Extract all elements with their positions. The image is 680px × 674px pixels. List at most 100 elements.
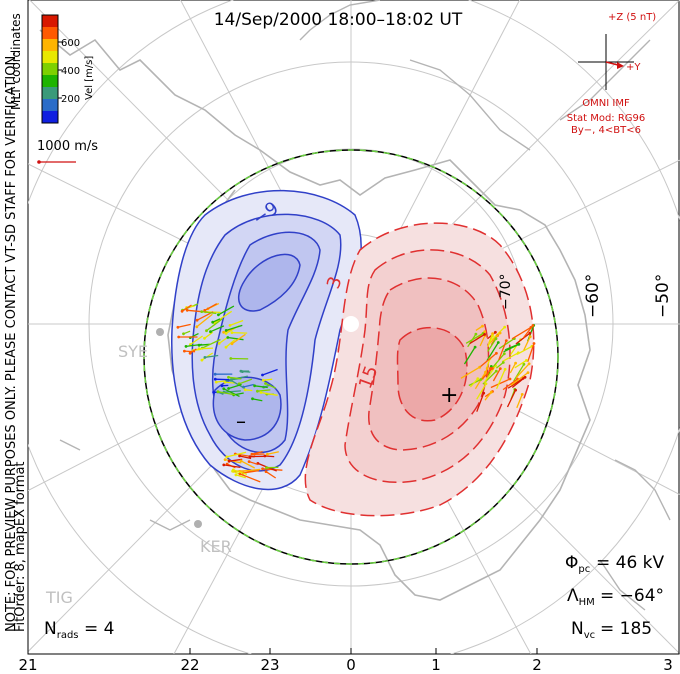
velocity-vector [252,398,263,402]
velocity-vector-origin [222,387,226,391]
vector-scale-origin [37,160,41,164]
velocity-vector-origin [498,367,502,370]
velocity-vector [495,361,504,369]
velocity-vector-origin [183,349,186,353]
velocity-vector [469,378,479,388]
velocity-colorbar [41,14,62,124]
velocity-vector-origin [224,332,228,335]
imf-bin-label: By−, 4<BT<6 [571,125,641,136]
velocity-vector [223,388,240,397]
velocity-vector-origin [247,460,251,463]
velocity-vector-origin [503,367,507,371]
velocity-vector [507,377,524,389]
latitude-label-60: −60° [583,274,603,318]
velocity-vector [239,468,261,473]
velocity-vector-origin [528,331,532,335]
velocity-vector [226,451,247,458]
velocity-vector-origin [517,342,520,346]
velocity-vector [226,324,243,332]
imf-dial [578,34,634,90]
velocity-vector-origin [200,358,204,362]
velocity-vector-origin [248,455,252,458]
velocity-vector-origin [227,387,231,390]
velocity-vector [267,451,279,455]
fit-order-note: FitOrder: 8, mapEX format [13,461,28,632]
velocity-vector [506,389,517,408]
velocity-vector [522,325,534,339]
mlt-axis: 21 22 23 0 1 2 3 [18,648,680,674]
velocity-vector-origin [489,390,493,394]
velocity-vector [486,342,499,361]
velocity-vector [210,325,225,333]
velocity-vector-origin [184,345,188,348]
velocity-vector [227,336,244,341]
velocity-vector-origin [239,459,243,463]
velocity-vector [223,390,241,393]
velocity-vector [206,318,223,332]
velocity-vector-origin [203,336,206,340]
velocity-vector-origin [525,359,528,362]
velocity-vector-origin [180,309,184,313]
velocity-vector-origin [495,351,498,355]
velocity-vector-origin [230,342,234,346]
velocity-vector [238,378,253,385]
latitude-label-50: −50° [653,274,673,318]
velocity-vector [523,336,531,351]
velocity-vector [486,358,491,368]
velocity-vector [228,383,242,390]
velocity-vector-origin [223,458,227,461]
velocity-vector-origin [222,330,226,334]
velocity-vector-origin [209,330,212,334]
velocity-vector [185,343,203,348]
velocity-vector [233,469,248,476]
velocity-vector [511,326,532,340]
velocity-vector-origin [498,331,502,335]
heppner-maynard-boundary-dash [143,149,559,565]
velocity-vector [229,458,243,462]
velocity-vector-origin [516,351,520,355]
velocity-vector [231,333,246,345]
velocity-vector-origin [261,378,265,382]
velocity-vector-origin [483,333,486,336]
colorbar-label: Vel [m/s] [84,56,95,100]
velocity-vector-origin [503,325,507,329]
velocity-vector [243,469,260,474]
coordinate-system-label: MLT coordinates [9,13,23,110]
velocity-vector-origin [213,377,217,381]
potential-maximum-symbol: + [440,383,458,408]
velocity-vector [214,310,233,324]
velocity-vector-origin [256,389,259,393]
velocity-vector-origin [478,365,482,369]
velocity-vector [264,455,275,458]
velocity-vector-origin [176,325,180,329]
map-title: 14/Sep/2000 18:00–18:02 UT [214,10,463,30]
velocity-vector-origin [182,332,185,336]
velocity-vector-origin [195,325,199,329]
station-label-sye: SYE [118,342,148,361]
velocity-vector-origin [227,459,231,463]
velocity-vector-origin [250,452,254,456]
velocity-vector-origin [229,357,233,360]
velocity-vector-origin [197,347,201,351]
velocity-vector [263,378,273,381]
velocity-vector-origin [225,455,229,459]
velocity-vector [479,335,486,347]
station-label-tig: TIG [45,588,73,607]
mlt-tick-label: 1 [431,656,441,674]
velocity-vector-origin [494,337,498,341]
phi-pc-value: = 46 kV [596,553,665,573]
velocity-vector-origin [224,329,228,332]
mlt-tick-label: 22 [180,656,199,674]
velocity-vector-origin [483,330,487,333]
velocity-vector [501,352,519,363]
velocity-vector [515,332,531,345]
imf-z-label: +Z (5 nT) [608,12,656,23]
velocity-vector-origin [504,339,508,342]
velocity-vector [469,333,485,345]
velocity-vector-origin [203,356,207,359]
velocity-vector-origin [264,382,267,385]
velocity-vector [190,335,203,346]
velocity-vector [218,336,228,344]
magnetic-pole-marker [343,316,359,332]
velocity-vector [223,464,241,469]
